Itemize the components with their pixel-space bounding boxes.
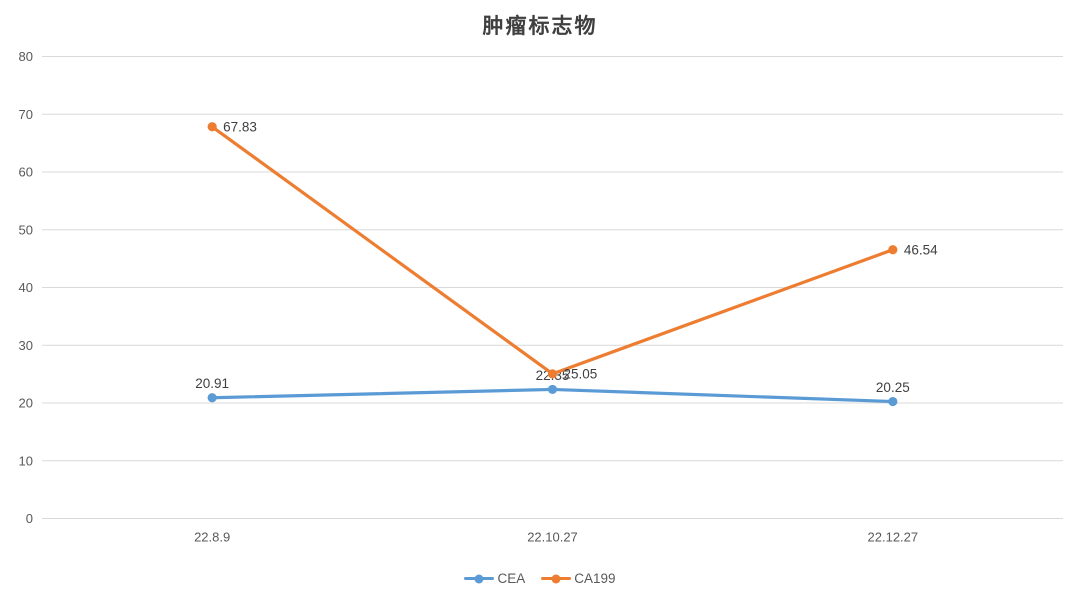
data-point-cea	[547, 384, 558, 395]
y-tick-label: 10	[19, 453, 33, 468]
y-tick-label: 70	[19, 107, 33, 122]
legend-label-ca199: CA199	[574, 571, 616, 586]
x-tick-label: 22.12.27	[868, 530, 919, 545]
y-tick-label: 0	[26, 511, 33, 526]
data-label-ca199: 25.05	[564, 367, 598, 382]
legend-item-ca199: CA199	[541, 571, 616, 586]
y-tick-label: 20	[19, 396, 33, 411]
y-tick-label: 60	[19, 165, 33, 180]
data-point-ca199	[547, 369, 558, 379]
data-label-cea: 20.91	[195, 376, 229, 391]
data-label-cea: 20.25	[876, 380, 910, 395]
y-tick-label: 40	[19, 280, 33, 295]
series-line-ca199	[210, 125, 895, 376]
data-point-ca199	[207, 122, 217, 132]
x-tick-label: 22.8.9	[194, 530, 230, 545]
cea-series-marker-icon	[464, 574, 495, 584]
y-tick-label: 80	[19, 49, 33, 64]
data-label-ca199: 46.54	[904, 243, 938, 258]
chart-title: 肿瘤标志物	[482, 13, 598, 38]
y-tick-label: 30	[19, 338, 33, 353]
data-point-ca199	[888, 245, 898, 255]
ca199-series-marker-icon	[541, 574, 572, 584]
chart-legend: CEA CA199	[0, 571, 1080, 586]
data-point-cea	[888, 396, 898, 407]
legend-label-cea: CEA	[497, 571, 526, 586]
data-point-cea	[207, 393, 217, 403]
legend-item-cea: CEA	[464, 571, 525, 586]
x-tick-label: 22.10.27	[527, 530, 578, 545]
data-label-ca199: 67.83	[223, 120, 257, 135]
y-tick-label: 50	[19, 222, 33, 237]
